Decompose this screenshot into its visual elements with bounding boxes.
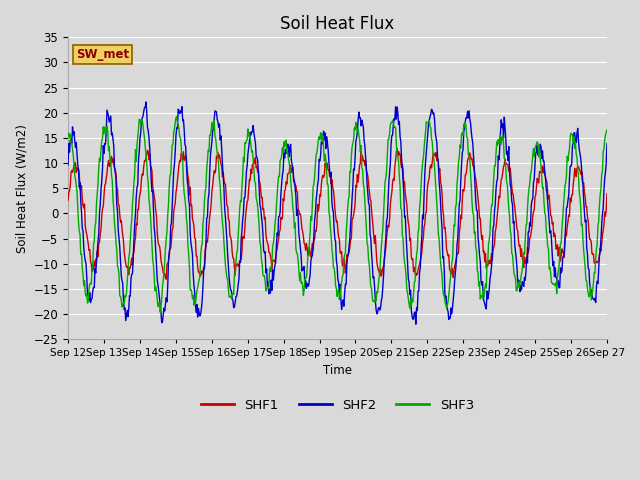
SHF1: [213, 155, 221, 160]
SHF2: [185, 197, 193, 203]
SHF3: [603, 127, 611, 132]
SHF1: [64, 198, 72, 204]
SHF2: [412, 321, 420, 327]
X-axis label: Time: Time: [323, 364, 352, 377]
SHF1: [404, 220, 412, 226]
Text: SW_met: SW_met: [76, 48, 129, 61]
SHF3: [404, 296, 412, 302]
Line: SHF1: SHF1: [68, 147, 607, 279]
SHF2: [129, 255, 137, 261]
SHF1: [420, 224, 428, 230]
SHF1: [603, 191, 611, 197]
SHF1: [185, 179, 193, 184]
SHF2: [142, 99, 150, 105]
SHF2: [213, 116, 221, 122]
SHF1: [129, 251, 137, 256]
Line: SHF3: SHF3: [68, 117, 607, 312]
SHF3: [74, 205, 82, 211]
SHF2: [420, 194, 428, 200]
SHF2: [64, 162, 72, 168]
Y-axis label: Soil Heat Flux (W/m2): Soil Heat Flux (W/m2): [15, 124, 28, 253]
SHF2: [404, 260, 412, 265]
SHF2: [74, 161, 82, 167]
SHF3: [64, 133, 72, 139]
SHF3: [214, 156, 222, 162]
SHF1: [163, 276, 170, 282]
SHF3: [129, 192, 137, 197]
SHF1: [74, 168, 82, 173]
SHF3: [156, 309, 164, 315]
SHF3: [186, 264, 193, 270]
Legend: SHF1, SHF2, SHF3: SHF1, SHF2, SHF3: [196, 394, 479, 417]
Line: SHF2: SHF2: [68, 102, 607, 324]
SHF3: [173, 114, 180, 120]
SHF1: [357, 144, 365, 150]
SHF2: [603, 141, 611, 146]
Title: Soil Heat Flux: Soil Heat Flux: [280, 15, 395, 33]
SHF3: [420, 146, 428, 152]
